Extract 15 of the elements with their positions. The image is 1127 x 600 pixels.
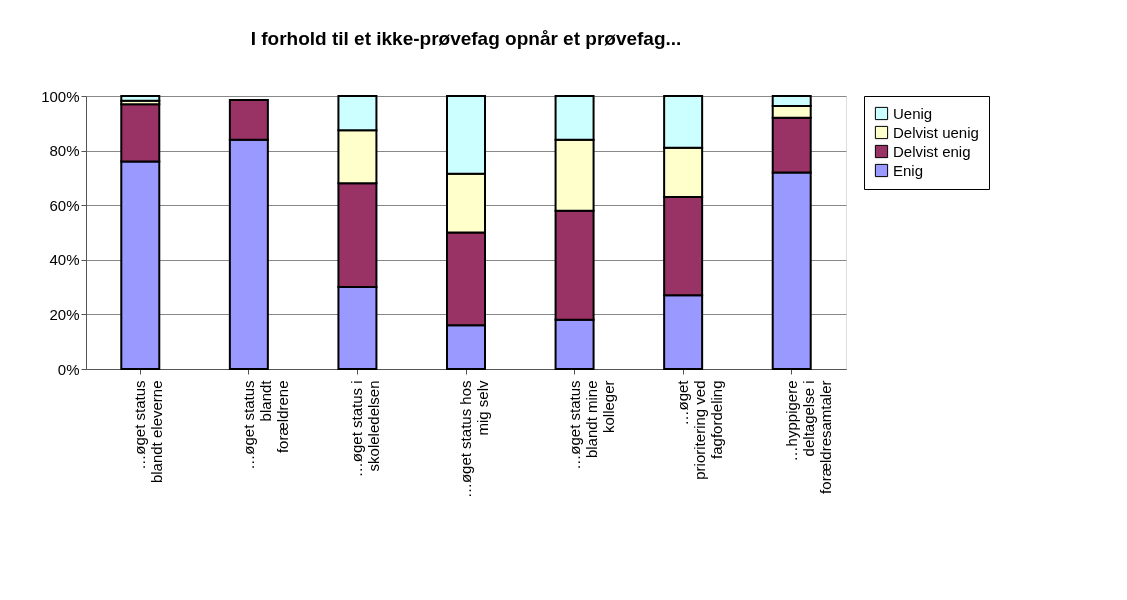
legend-label: Delvist enig <box>893 142 971 160</box>
y-tick-label: 100% <box>41 87 80 105</box>
y-tick-label: 40% <box>49 251 80 269</box>
x-tick-label: …øget status blandt mine kolleger <box>565 380 617 470</box>
y-tick-label: 60% <box>49 196 80 214</box>
x-tick-label: …øget status hos mig selv <box>457 380 491 499</box>
x-tick-label: …øget status blandt forældrene <box>239 379 291 470</box>
y-tick-label: 0% <box>57 360 80 378</box>
legend-label: Delvist uenig <box>893 123 979 141</box>
x-tick-label: …øget status blandt eleverne <box>131 380 166 484</box>
y-tick-label: 80% <box>49 142 80 160</box>
legend-label: Uenig <box>893 104 933 122</box>
y-tick-label: 20% <box>49 305 80 323</box>
legend-label: Enig <box>893 161 924 179</box>
chart-title: I forhold til et ikke-prøvefag opnår et prøvefag... <box>250 28 682 49</box>
